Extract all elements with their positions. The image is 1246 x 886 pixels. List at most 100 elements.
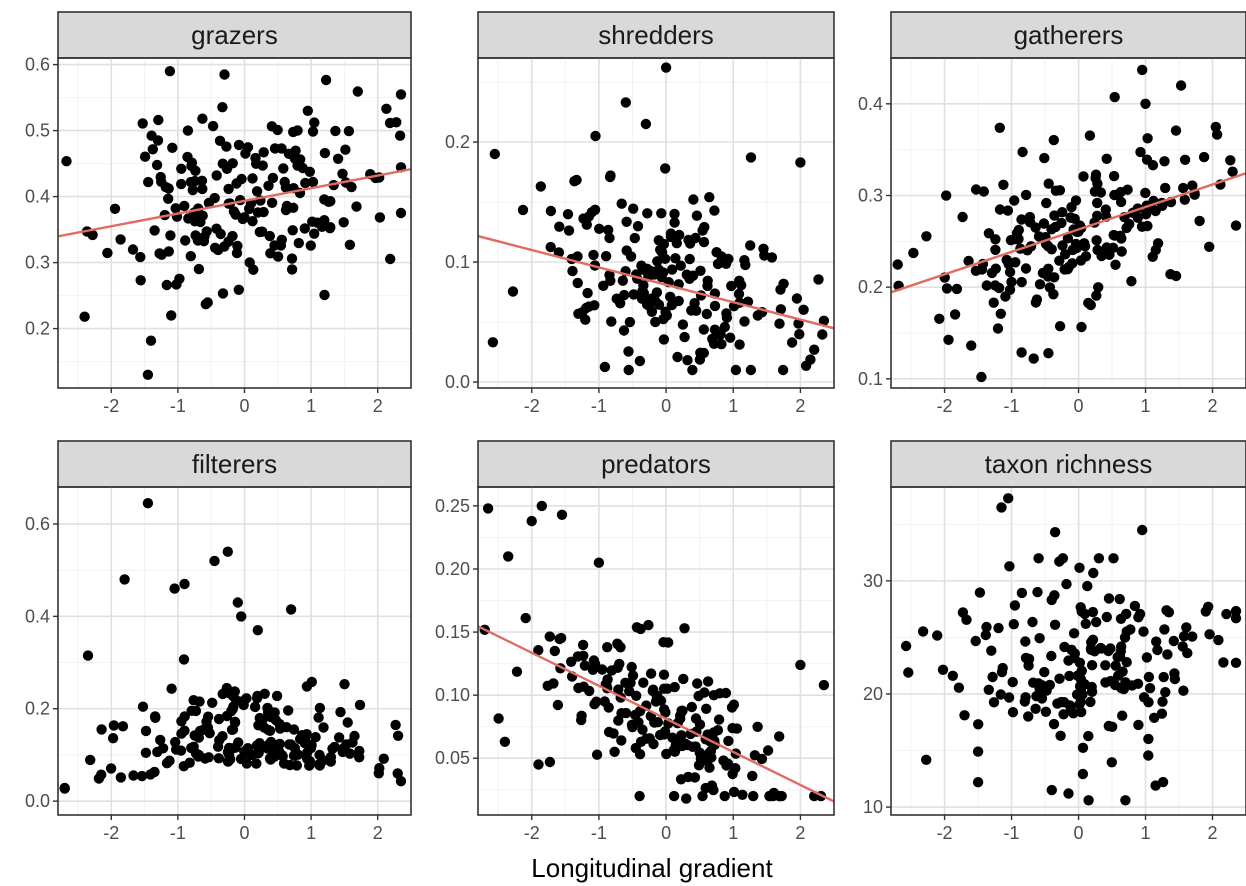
data-point [1041,197,1052,209]
data-point [179,200,190,212]
data-point [629,232,640,244]
data-point [1114,593,1125,605]
data-point [1204,241,1215,252]
data-point [330,125,341,137]
data-point [634,790,645,802]
data-point [589,658,601,670]
data-point [248,264,259,275]
data-point [588,249,599,261]
data-point [301,681,313,692]
data-point [1079,679,1090,690]
data-point [666,264,678,275]
data-point [207,697,218,708]
data-point [1028,353,1039,364]
data-point [702,275,713,286]
data-point [987,671,998,683]
data-point [1072,670,1083,681]
data-point [96,769,107,780]
data-point [1077,689,1088,700]
data-point [1230,220,1242,231]
data-point [1088,567,1099,579]
data-point [257,160,268,171]
data-point [221,163,233,174]
data-point [1178,631,1190,642]
data-point [1049,619,1061,630]
data-point [1046,224,1057,235]
data-point [623,346,634,357]
data-point [233,139,245,151]
data-point [817,329,828,340]
data-point [943,334,954,345]
data-point [1040,706,1052,717]
y-tick-label: 0.10 [435,685,470,705]
data-point [660,707,671,718]
data-point [1121,657,1132,668]
data-point [745,240,756,251]
data-point [611,293,622,304]
data-point [615,642,626,653]
data-point [1116,246,1127,257]
data-point [1106,757,1118,768]
data-point [752,721,763,732]
data-point [1063,655,1074,666]
x-tick-label: -2 [103,396,119,416]
data-point [251,186,263,197]
facet-grazers: grazers -2 -1 0 1 2 0.2 0.3 0.4 0.5 0.6 [25,11,412,416]
data-point [1091,290,1102,301]
data-point [1157,696,1168,707]
data-point [229,716,241,727]
data-point [603,224,614,236]
data-point [653,235,664,246]
y-tick-label: 0.05 [435,748,470,768]
data-point [344,239,356,250]
data-point [258,147,269,158]
data-point [676,705,687,716]
data-point [673,295,684,307]
data-point [1043,348,1054,359]
data-point [682,355,693,366]
data-point [1150,244,1162,256]
data-point [1100,204,1112,215]
data-point [351,201,362,212]
data-point [140,747,152,758]
data-point [603,702,614,713]
data-point [593,557,605,568]
data-point [590,130,601,142]
data-point [314,702,326,714]
data-point [777,364,789,376]
data-point [642,208,653,219]
data-point [1019,696,1030,707]
data-point [1004,561,1015,572]
data-point [517,204,529,216]
x-tick-label: 0 [1074,396,1084,416]
data-point [576,710,587,721]
data-point [1080,251,1092,262]
y-tick-label: 0.25 [435,496,470,516]
data-point [209,555,220,567]
data-point [656,208,667,219]
data-point [142,369,154,380]
data-point [333,732,345,743]
data-point [1121,222,1132,234]
data-point [228,206,240,217]
data-point [1108,553,1119,564]
y-tick-label: 0.15 [435,622,470,642]
y-tick-label: 0.0 [445,372,470,392]
data-point [352,86,363,97]
x-tick-label: 1 [1141,396,1151,416]
data-point [678,673,689,685]
data-point [675,774,687,785]
data-point [1063,261,1075,273]
data-point [175,745,187,756]
data-point [1200,606,1212,617]
data-point [267,172,279,184]
data-point [774,790,785,802]
data-point [1016,276,1027,288]
y-tick-label: 20 [863,684,883,704]
data-point [786,337,798,348]
data-point [79,311,90,322]
data-point [599,361,611,373]
data-point [1054,556,1065,567]
data-point [338,217,349,228]
data-point [562,209,574,220]
